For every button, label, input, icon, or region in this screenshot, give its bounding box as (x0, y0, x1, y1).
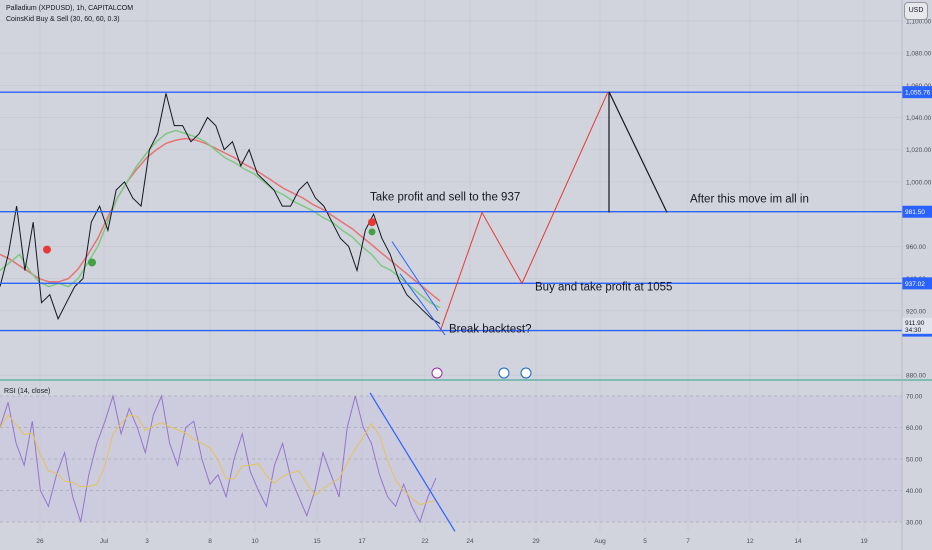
y-tick-label: 1,000.00 (906, 179, 932, 186)
y-tick-label: 1,040.00 (906, 115, 932, 122)
rsi-ma-line (0, 414, 437, 506)
rsi-tick-label: 60.00 (906, 425, 923, 432)
rsi-tick-label: 30.00 (906, 520, 923, 527)
x-tick-label: 29 (532, 538, 540, 545)
x-tick-label: 7 (686, 538, 690, 545)
x-tick-label: 10 (251, 538, 259, 545)
annotation-break-backtest: Break backtest? (449, 324, 531, 336)
current-price-tag (902, 317, 932, 334)
channel-upper-line (391, 241, 439, 312)
channel-lower-line (399, 273, 446, 336)
x-tick-label: 17 (358, 538, 366, 545)
rsi-tick-label: 70.00 (906, 394, 923, 401)
x-tick-label: 3 (145, 538, 149, 545)
chart-title: Palladium (XPDUSD), 1h, CAPITALCOM (6, 5, 134, 12)
projection-path-red (439, 91, 609, 332)
rsi-label: RSI (14, close) (4, 388, 51, 395)
buy-signal-dot (368, 228, 376, 236)
event-marker-icon (520, 367, 532, 379)
x-tick-label: 22 (421, 538, 429, 545)
level-price-label: 981.50 (905, 209, 925, 216)
current-price-label: 911.90 (905, 320, 925, 327)
currency-badge[interactable]: USD (904, 2, 928, 20)
sell-signal-dot (368, 218, 376, 227)
x-tick-label: 24 (466, 538, 474, 545)
y-tick-label: 880.00 (906, 373, 926, 380)
rsi-trend-line (369, 392, 456, 532)
x-tick-label: 5 (643, 538, 647, 545)
sell-signal-dot (43, 245, 51, 254)
buy-signal-dot (88, 258, 96, 267)
rsi-tick-label: 40.00 (906, 488, 923, 495)
x-tick-label: Jul (100, 538, 109, 545)
x-tick-label: 19 (860, 538, 868, 545)
countdown-label: 34:30 (905, 327, 922, 334)
indicator-label: CoinsKid Buy & Sell (30, 60, 60, 0.3) (6, 16, 120, 23)
annotation-take-profit: Take profit and sell to the 937 (370, 192, 520, 204)
x-tick-label: 14 (794, 538, 802, 545)
projection-down-line (608, 91, 668, 213)
y-tick-label: 1,020.00 (906, 147, 932, 154)
x-tick-label: 12 (746, 538, 754, 545)
event-marker-icon (498, 367, 510, 379)
annotation-after-move: After this move im all in (690, 194, 809, 206)
upper-band-line (0, 137, 441, 302)
y-tick-label: 1,080.00 (906, 51, 932, 58)
annotation-buy-take-profit: Buy and take profit at 1055 (535, 281, 672, 293)
rsi-tick-label: 50.00 (906, 457, 923, 464)
x-tick-label: 26 (36, 538, 44, 545)
y-tick-label: 920.00 (906, 308, 926, 315)
x-tick-label: Aug (594, 538, 606, 545)
x-tick-label: 15 (313, 538, 321, 545)
x-tick-label: 8 (208, 538, 212, 545)
level-price-tag (902, 277, 932, 290)
y-tick-label: 1,100.00 (906, 18, 932, 25)
rsi-line (0, 394, 437, 524)
level-price-label: 937.02 (905, 281, 925, 288)
price-line (0, 93, 441, 325)
event-marker-icon (431, 367, 443, 379)
lower-band-line (0, 129, 441, 309)
level-price-tag (902, 205, 932, 218)
level-price-tag (902, 86, 932, 99)
y-tick-label: 960.00 (906, 244, 926, 251)
level-price-label: 1,055.76 (905, 90, 931, 97)
